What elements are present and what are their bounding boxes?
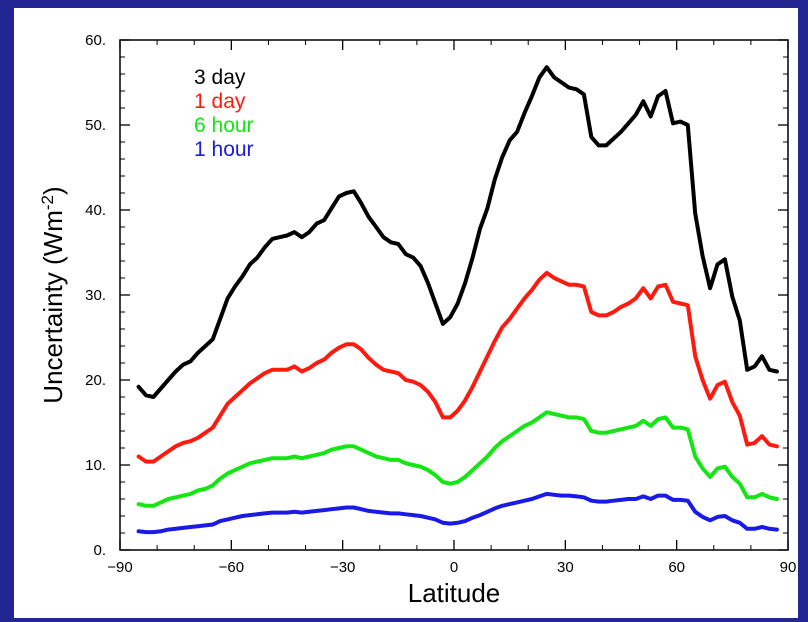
series-line-1-hour (136, 491, 779, 535)
x-tick-label: −90 (107, 559, 132, 576)
y-tick-label: 60. (85, 32, 106, 49)
axis-ticks: −90 −60 −30 0 30 60 90 0. 10. 20. 30. 40. 50. 60. (85, 32, 796, 576)
y-tick-label: 10. (85, 457, 106, 474)
y-tick-label: 30. (85, 287, 106, 304)
y-tick-label: 20. (85, 372, 106, 389)
y-axis-title-tail: ) (38, 186, 68, 195)
x-tick-label: 30 (557, 559, 574, 576)
x-tick-label: −60 (219, 559, 244, 576)
y-axis-title: Uncertainty (Wm-2) (38, 186, 69, 403)
x-tick-label: 90 (780, 559, 797, 576)
y-tick-label: 40. (85, 202, 106, 219)
y-axis-title-main: Uncertainty (Wm (38, 210, 68, 404)
x-tick-label: 60 (668, 559, 685, 576)
legend-entry-1-hour: 1 hour (194, 138, 254, 161)
x-tick-label: −30 (330, 559, 355, 576)
y-axis-title-superscript: -2 (38, 195, 57, 210)
chart-frame: −90 −60 −30 0 30 60 90 0. 10. 20. 30. 40. 50. 60. 3 d… (14, 8, 798, 618)
series-line-3-day (136, 65, 779, 399)
legend-entry-3-day: 3 day (194, 66, 246, 89)
legend-entry-6-hour: 6 hour (194, 114, 254, 137)
series-line-6-hour (136, 410, 779, 508)
legend-entry-1-day: 1 day (194, 90, 246, 113)
series-lines (136, 65, 779, 535)
y-tick-label: 50. (85, 117, 106, 134)
y-tick-label: 0. (93, 542, 106, 559)
line-chart: −90 −60 −30 0 30 60 90 0. 10. 20. 30. 40. 50. 60. 3 d… (38, 32, 797, 608)
x-axis-title: Latitude (408, 578, 501, 608)
x-tick-label: 0 (450, 559, 458, 576)
series-line-1-day (136, 270, 779, 464)
